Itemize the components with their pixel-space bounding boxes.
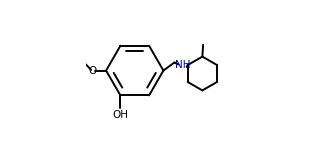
Text: NH: NH (175, 60, 190, 70)
Text: OH: OH (112, 110, 128, 120)
Text: O: O (89, 66, 97, 76)
